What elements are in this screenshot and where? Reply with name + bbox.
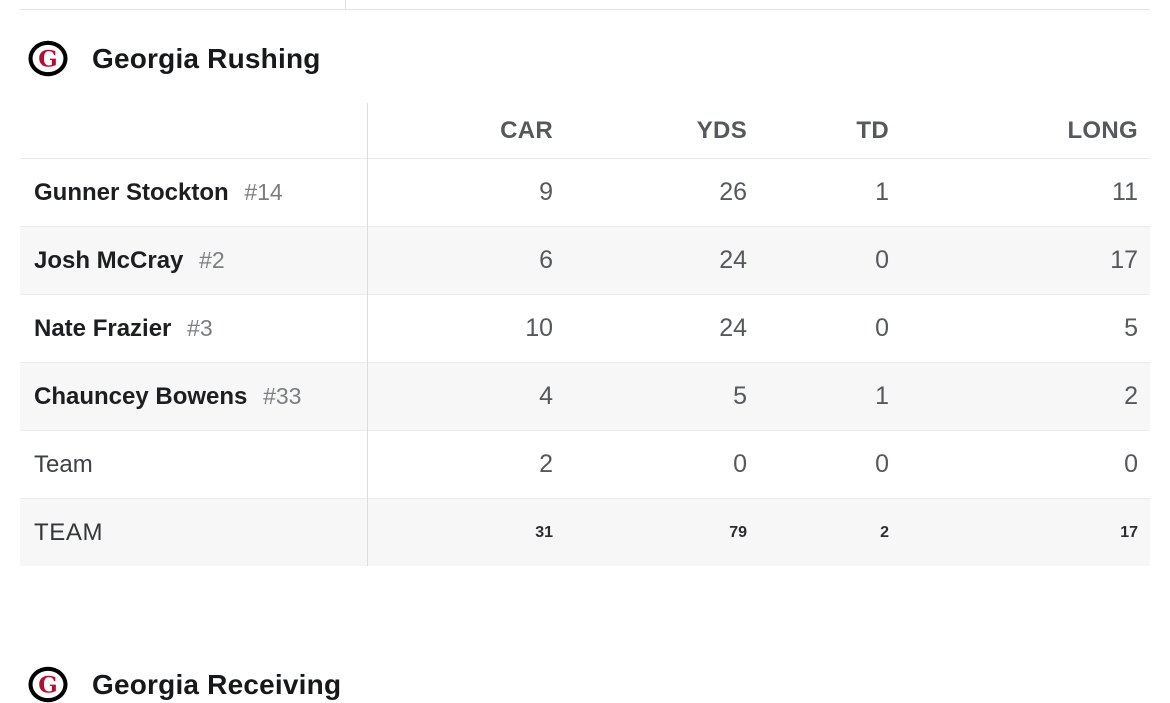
total-td: 2 xyxy=(880,523,889,541)
stat-car: 9 xyxy=(539,178,553,206)
player-name-link[interactable]: Nate Frazier xyxy=(34,314,172,342)
totals-label-cell: TEAM xyxy=(20,519,367,547)
georgia-logo-icon: G xyxy=(28,40,68,77)
georgia-logo-icon: G xyxy=(28,666,68,703)
stat-yds: 24 xyxy=(719,246,747,274)
total-yds: 79 xyxy=(729,523,747,541)
receiving-section-header: G Georgia Receiving xyxy=(28,666,341,703)
table-header-row: CAR YDS TD LONG xyxy=(20,103,1150,158)
table-totals-row: TEAM 31 79 2 17 xyxy=(20,498,1150,566)
table-row: Team 2 0 0 0 xyxy=(20,430,1150,498)
player-name-link[interactable]: Gunner Stockton xyxy=(34,178,229,206)
stat-td: 0 xyxy=(875,450,889,478)
stat-car: 6 xyxy=(539,246,553,274)
team-label: Team xyxy=(34,450,93,478)
column-header-car: CAR xyxy=(500,116,553,144)
player-name-link[interactable]: Chauncey Bowens xyxy=(34,382,248,410)
player-jersey-number: #33 xyxy=(263,382,302,409)
stat-td: 1 xyxy=(875,178,889,206)
table-row: Nate Frazier #3 10 24 0 5 xyxy=(20,294,1150,362)
player-cell: Josh McCray #2 xyxy=(20,247,367,275)
rushing-section-header: G Georgia Rushing xyxy=(28,40,321,77)
stat-long: 0 xyxy=(1124,450,1138,478)
stat-td: 0 xyxy=(875,314,889,342)
stat-td: 1 xyxy=(875,382,889,410)
player-cell: Gunner Stockton #14 xyxy=(20,179,367,207)
stat-long: 17 xyxy=(1110,246,1138,274)
stat-long: 5 xyxy=(1124,314,1138,342)
player-jersey-number: #2 xyxy=(199,246,225,273)
total-long: 17 xyxy=(1120,523,1138,541)
column-header-long: LONG xyxy=(1067,116,1138,144)
table-row: Josh McCray #2 6 24 0 17 xyxy=(20,226,1150,294)
table-column-divider xyxy=(367,103,368,566)
stat-car: 10 xyxy=(525,314,553,342)
stat-car: 4 xyxy=(539,382,553,410)
section-title-receiving: Georgia Receiving xyxy=(92,668,342,700)
table-row: Gunner Stockton #14 9 26 1 11 xyxy=(20,158,1150,226)
player-jersey-number: #14 xyxy=(244,178,283,205)
total-car: 31 xyxy=(535,523,553,541)
stat-car: 2 xyxy=(539,450,553,478)
team-cell: Team xyxy=(20,451,367,479)
section-title-rushing: Georgia Rushing xyxy=(92,42,321,74)
column-header-td: TD xyxy=(856,116,889,144)
svg-text:G: G xyxy=(38,673,57,699)
stat-yds: 24 xyxy=(719,314,747,342)
stat-yds: 0 xyxy=(733,450,747,478)
stat-yds: 26 xyxy=(719,178,747,206)
previous-table-bottom-border xyxy=(20,9,1150,10)
player-jersey-number: #3 xyxy=(187,314,213,341)
player-cell: Chauncey Bowens #33 xyxy=(20,383,367,411)
rushing-table: CAR YDS TD LONG Gunner Stockton #14 9 26… xyxy=(20,103,1150,566)
svg-text:G: G xyxy=(38,47,57,73)
stat-long: 2 xyxy=(1124,382,1138,410)
stat-long: 11 xyxy=(1112,178,1138,206)
player-name-link[interactable]: Josh McCray xyxy=(34,246,184,274)
previous-table-column-divider xyxy=(345,0,346,9)
player-cell: Nate Frazier #3 xyxy=(20,315,367,343)
table-row: Chauncey Bowens #33 4 5 1 2 xyxy=(20,362,1150,430)
column-header-yds: YDS xyxy=(696,116,747,144)
stat-td: 0 xyxy=(875,246,889,274)
stat-yds: 5 xyxy=(733,382,747,410)
totals-label: TEAM xyxy=(34,518,104,546)
